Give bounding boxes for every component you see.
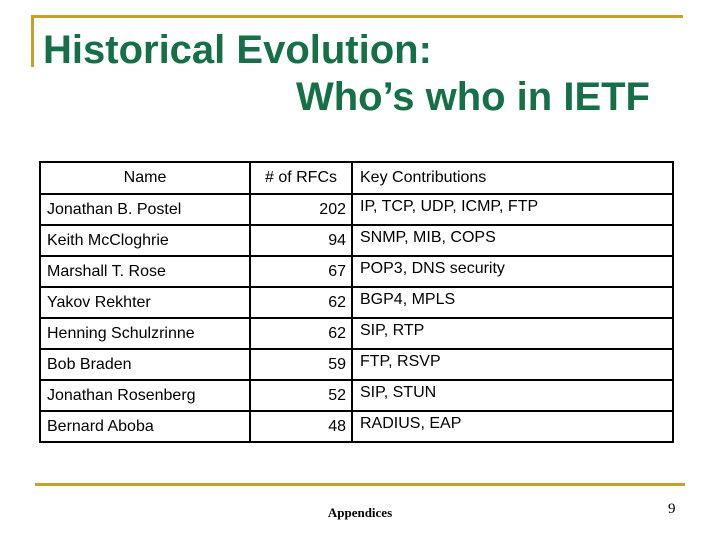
page-number: 9 (668, 501, 676, 517)
cell-contributions: BGP4, MPLS (351, 286, 674, 319)
cell-rfc-count: 48 (249, 410, 353, 443)
cell-contributions: SNMP, MIB, COPS (351, 224, 674, 257)
column-header-contributions: Key Contributions (351, 161, 674, 195)
cell-contributions: POP3, DNS security (351, 255, 674, 288)
cell-name: Jonathan Rosenberg (39, 379, 251, 412)
cell-name: Keith McCloghrie (39, 224, 251, 257)
table-header-row: Name # of RFCs Key Contributions (39, 161, 674, 195)
footer-accent-line (35, 483, 685, 486)
cell-rfc-count: 52 (249, 379, 353, 412)
table-row: Jonathan B. Postel 202 IP, TCP, UDP, ICM… (39, 193, 674, 226)
table-row: Bob Braden 59 FTP, RSVP (39, 348, 674, 381)
cell-contributions: FTP, RSVP (351, 348, 674, 381)
cell-name: Bob Braden (39, 348, 251, 381)
table-row: Yakov Rekhter 62 BGP4, MPLS (39, 286, 674, 319)
table-row: Marshall T. Rose 67 POP3, DNS security (39, 255, 674, 288)
title-line-2: Who’s who in IETF (295, 75, 650, 119)
slide-title: Historical Evolution: Who’s who in IETF (43, 27, 650, 121)
table-row: Jonathan Rosenberg 52 SIP, STUN (39, 379, 674, 412)
cell-name: Yakov Rekhter (39, 286, 251, 319)
column-header-rfcs: # of RFCs (249, 161, 353, 195)
cell-rfc-count: 59 (249, 348, 353, 381)
cell-contributions: RADIUS, EAP (351, 410, 674, 443)
table-row: Keith McCloghrie 94 SNMP, MIB, COPS (39, 224, 674, 257)
cell-rfc-count: 202 (249, 193, 353, 226)
cell-contributions: SIP, RTP (351, 317, 674, 350)
cell-name: Henning Schulzrinne (39, 317, 251, 350)
cell-name: Bernard Aboba (39, 410, 251, 443)
rfc-authors-table: Name # of RFCs Key Contributions Jonatha… (39, 161, 674, 443)
cell-rfc-count: 94 (249, 224, 353, 257)
cell-rfc-count: 67 (249, 255, 353, 288)
cell-rfc-count: 62 (249, 286, 353, 319)
left-accent-line (31, 15, 34, 67)
top-accent-line (31, 15, 683, 18)
cell-rfc-count: 62 (249, 317, 353, 350)
cell-contributions: SIP, STUN (351, 379, 674, 412)
cell-contributions: IP, TCP, UDP, ICMP, FTP (351, 193, 674, 226)
footer-title: Appendices (327, 505, 393, 520)
cell-name: Marshall T. Rose (39, 255, 251, 288)
table-row: Bernard Aboba 48 RADIUS, EAP (39, 410, 674, 443)
column-header-name: Name (39, 161, 251, 195)
title-line-1: Historical Evolution: (43, 28, 432, 72)
cell-name: Jonathan B. Postel (39, 193, 251, 226)
table-row: Henning Schulzrinne 62 SIP, RTP (39, 317, 674, 350)
